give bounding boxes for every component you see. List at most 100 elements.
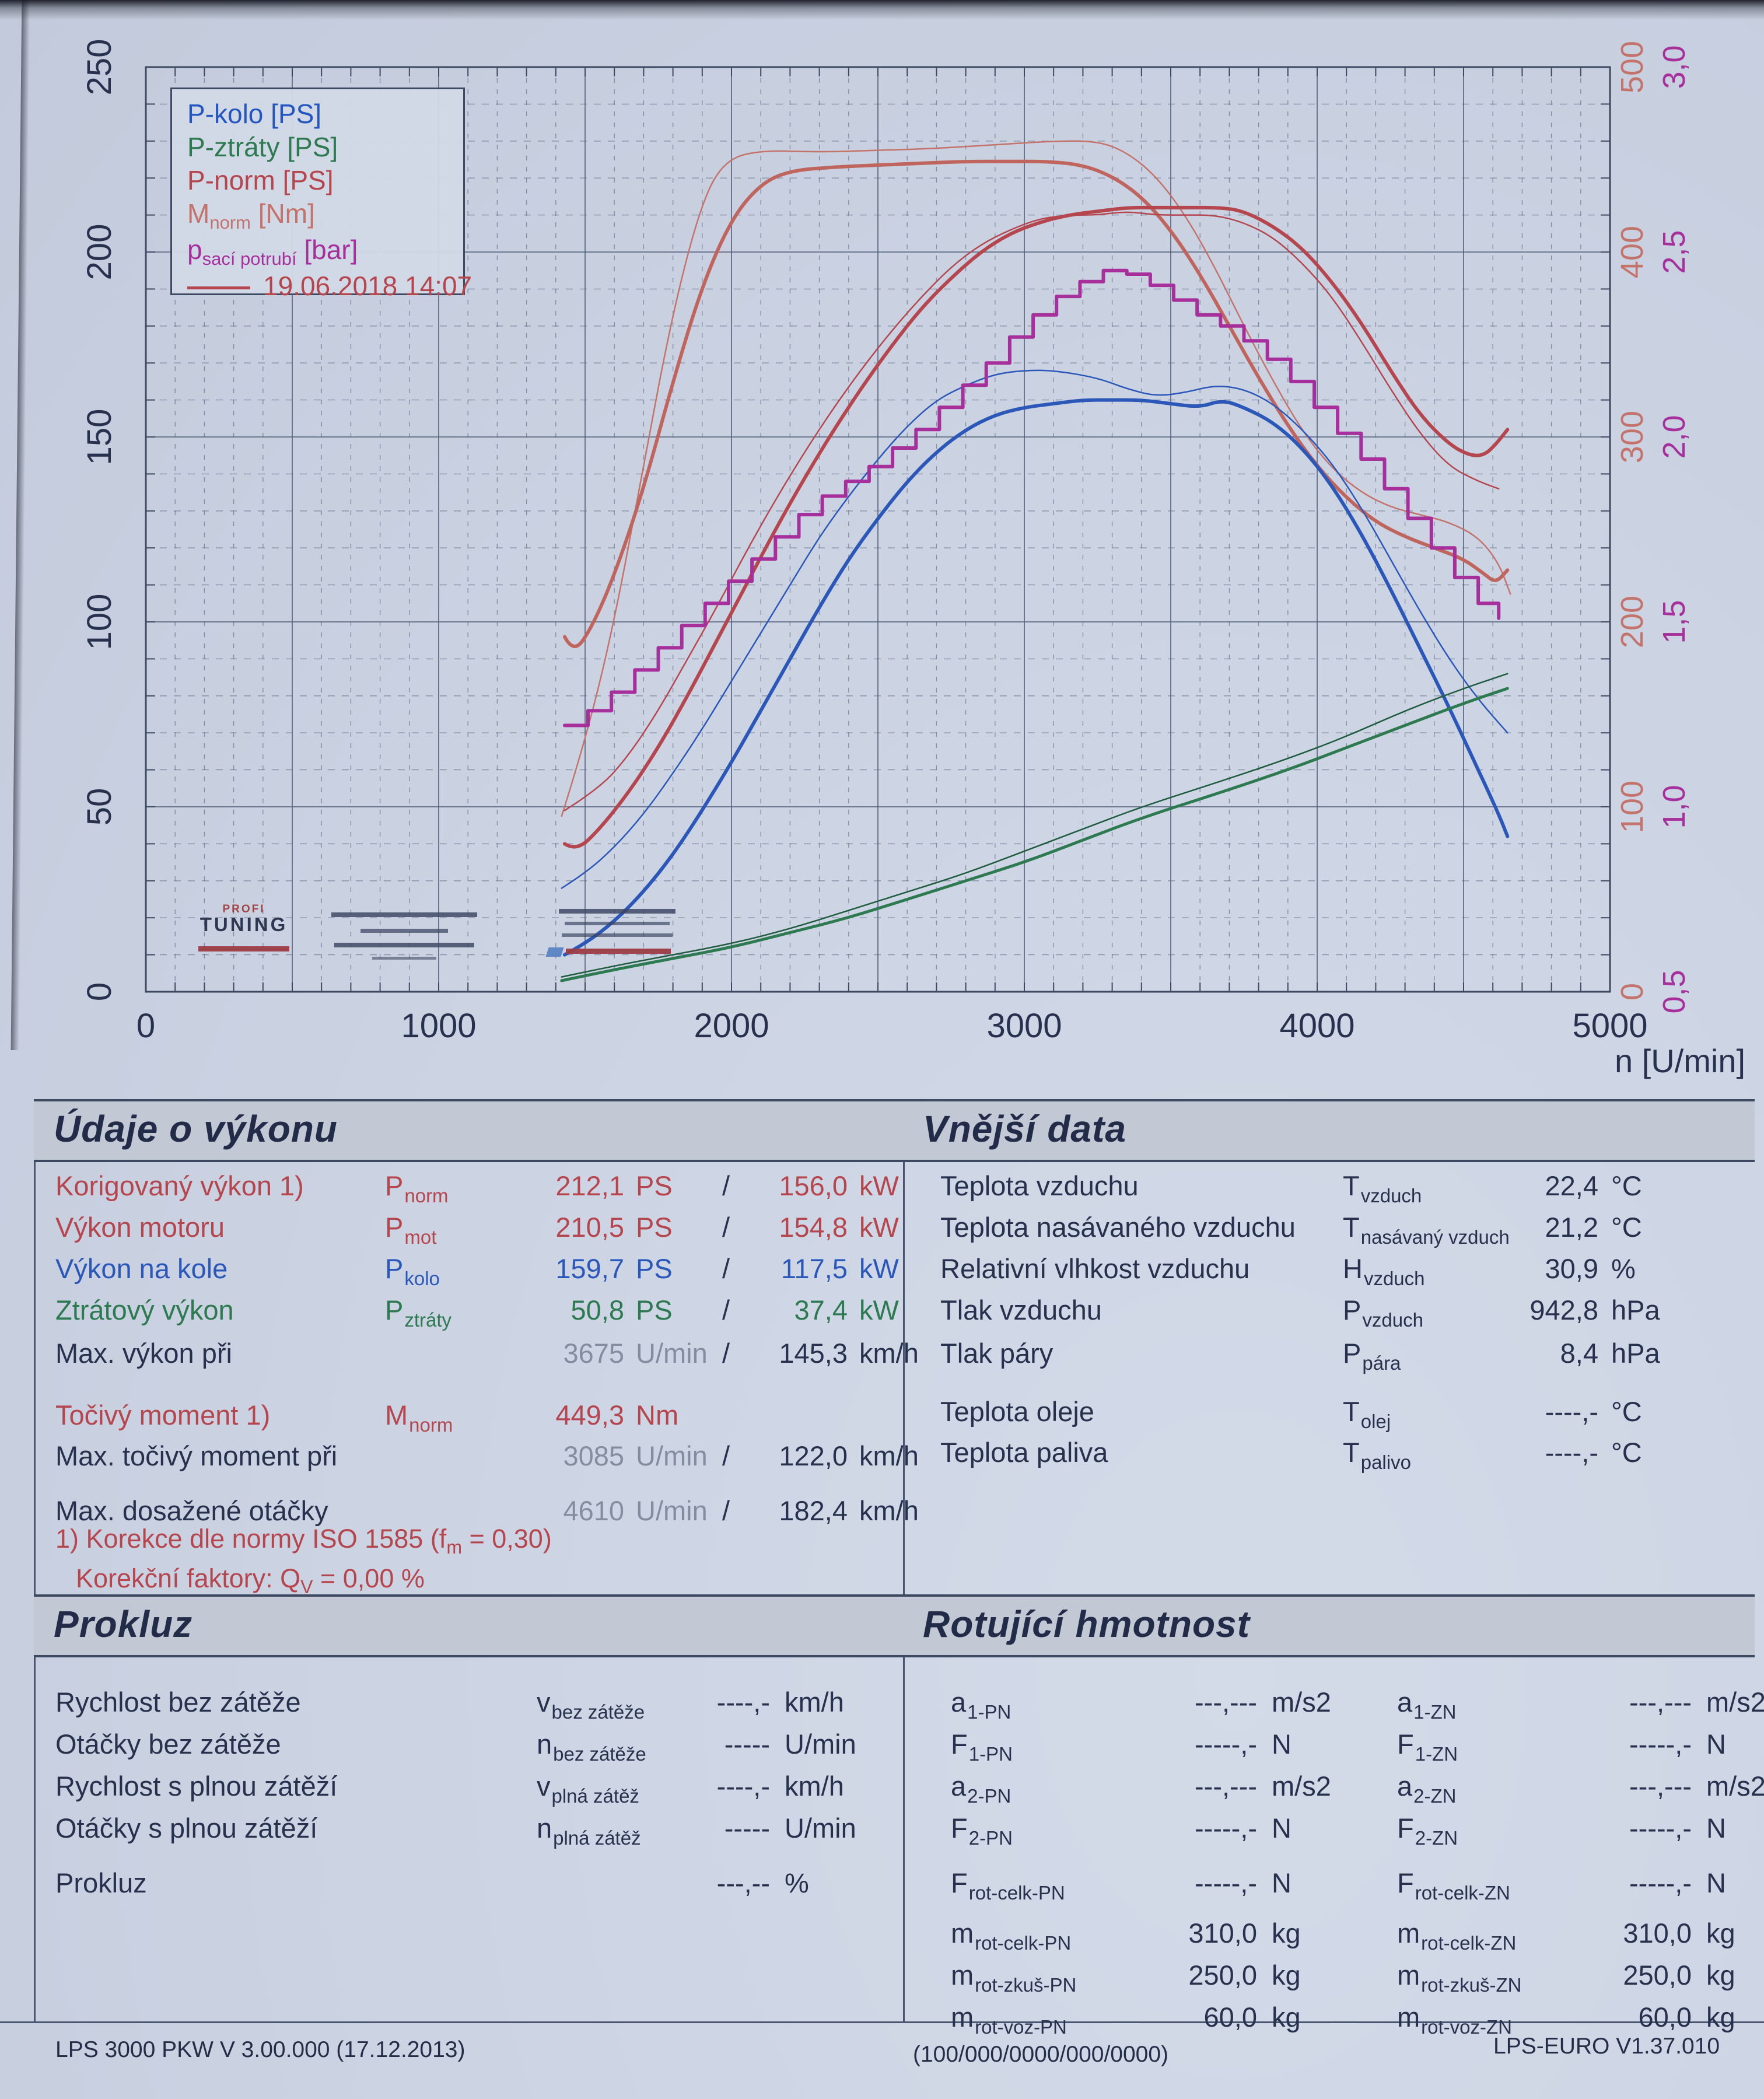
section-header-prokluz: Prokluz xyxy=(34,1594,903,1657)
vykon-row-unit2: kW xyxy=(859,1212,899,1243)
rot-zn-unit: N xyxy=(1706,1729,1726,1759)
vykon-row-symbol: Pmot xyxy=(385,1212,437,1248)
rot-pn-value: -----,- xyxy=(1195,1729,1257,1759)
vnejsi-row-unit: °C xyxy=(1611,1212,1642,1243)
rot-zn-symbol: mrot-zkuš-ZN xyxy=(1397,1960,1522,1996)
vykon-row-value1: 159,7 xyxy=(555,1253,624,1284)
section-header-vykon: Údaje o výkonu xyxy=(34,1099,903,1162)
vnejsi-row-symbol: Tnasávaný vzduch xyxy=(1343,1212,1510,1248)
vnejsi-row-label: Teplota nasávaného vzduchu xyxy=(940,1212,1296,1243)
rot-pn-unit: kg xyxy=(1272,2002,1301,2032)
rot-pn-value: -----,- xyxy=(1195,1813,1257,1843)
vykon-row-unit2: km/h xyxy=(859,1338,919,1369)
rot-zn-value: -----,- xyxy=(1629,1867,1692,1898)
logo-red-bar xyxy=(198,946,289,951)
wm-line xyxy=(562,933,673,937)
y-right-nm-tick-label: 400 xyxy=(1615,226,1650,278)
y-right-nm-tick-label: 100 xyxy=(1615,781,1650,833)
series-p-ztraty-ps- xyxy=(560,687,1509,982)
rot-pn-symbol: mrot-voz-PN xyxy=(951,2002,1067,2038)
prokluz-row-label: Rychlost s plnou zátěží xyxy=(55,1771,338,1801)
y-left-tick-label: 200 xyxy=(80,224,118,281)
rot-pn-value: 60,0 xyxy=(1203,2002,1257,2032)
prokluz-row-symbol: nplná zátěž xyxy=(537,1813,641,1849)
vykon-row-unit1: PS xyxy=(636,1253,673,1284)
x-axis-title: n [U/min] xyxy=(1615,1042,1745,1079)
x-axis-tick-label: 4000 xyxy=(1279,1007,1354,1045)
vnejsi-row-value: 8,4 xyxy=(1560,1338,1598,1369)
prokluz-row-symbol: vbez zátěže xyxy=(537,1687,645,1723)
vykon-row-symbol: Mnorm xyxy=(385,1400,453,1436)
vykon-row-value1: 50,8 xyxy=(570,1295,624,1325)
prokluz-row-label: Rychlost bez zátěže xyxy=(55,1687,301,1717)
frame-left xyxy=(34,1099,36,2023)
vykon-row-slash: / xyxy=(722,1440,730,1471)
footer-divider xyxy=(0,2021,1764,2023)
vykon-row-value1: 3085 xyxy=(563,1440,624,1471)
vykon-row-value1: 3675 xyxy=(563,1338,624,1369)
legend-item-2: P-norm [PS] xyxy=(187,165,334,195)
correction-note-2: Korekční faktory: QV = 0,00 % xyxy=(76,1563,425,1597)
vykon-row-unit1: Nm xyxy=(636,1400,679,1430)
wm-line xyxy=(331,912,477,917)
prokluz-row-unit: km/h xyxy=(785,1687,844,1717)
series-m-norm-nm- xyxy=(562,159,1510,648)
vnejsi-row-symbol: Hvzduch xyxy=(1343,1253,1425,1289)
prokluz-row-value: ----,- xyxy=(716,1771,770,1801)
rot-pn-symbol: a2-PN xyxy=(951,1771,1012,1807)
section-title-rot: Rotující hmotnost xyxy=(923,1603,1250,1645)
vykon-row-value2: 117,5 xyxy=(780,1253,848,1284)
legend-item-4: psací potrubí [bar] xyxy=(187,235,358,269)
rot-zn-value: -----,- xyxy=(1629,1813,1692,1843)
series-m-norm-trace-thin xyxy=(561,140,1511,817)
vnejsi-row-value: 22,4 xyxy=(1545,1170,1598,1201)
series-p-ztraty-trace-thin xyxy=(561,673,1508,978)
rot-zn-unit: kg xyxy=(1706,1918,1735,1948)
rot-zn-value: 60,0 xyxy=(1638,2002,1692,2032)
vykon-row-unit1: U/min xyxy=(636,1440,708,1471)
wm-line xyxy=(334,943,474,947)
y-right-bar-tick-label: 2,5 xyxy=(1657,230,1692,274)
vykon-row-unit2: km/h xyxy=(859,1495,919,1526)
vykon-row-symbol: Pkolo xyxy=(385,1253,440,1289)
y-left-tick-label: 0 xyxy=(80,982,118,1001)
vykon-row-value2: 156,0 xyxy=(779,1170,848,1201)
vykon-row-slash: / xyxy=(722,1212,730,1243)
vnejsi-row-unit: °C xyxy=(1611,1437,1642,1468)
x-axis-tick-label: 1000 xyxy=(401,1007,476,1045)
photo-edge-top xyxy=(0,0,1764,20)
rot-zn-unit: N xyxy=(1706,1867,1726,1898)
vykon-row-label: Max. točivý moment při xyxy=(55,1440,338,1471)
rot-zn-unit: kg xyxy=(1706,2002,1735,2032)
vnejsi-row-label: Relativní vlhkost vzduchu xyxy=(940,1253,1250,1284)
tuner-logo-main: TUNING xyxy=(200,914,288,935)
rot-zn-value: 250,0 xyxy=(1623,1960,1692,1990)
rot-zn-symbol: Frot-celk-ZN xyxy=(1397,1867,1510,1904)
legend-item-1: P-ztráty [PS] xyxy=(187,132,338,162)
rot-zn-unit: m/s2 xyxy=(1706,1687,1764,1717)
vnejsi-row-value: ----,- xyxy=(1545,1437,1598,1468)
vykon-row-value2: 122,0 xyxy=(779,1440,848,1471)
legend-date-row: 19.06.2018 14:07 xyxy=(187,270,472,303)
vykon-row-unit2: kW xyxy=(859,1295,899,1325)
vnejsi-row-unit: °C xyxy=(1611,1396,1642,1427)
series-p-norm-ps- xyxy=(562,205,1510,849)
prokluz-row-value: ----,- xyxy=(716,1687,770,1717)
vnejsi-row-symbol: Ppára xyxy=(1343,1338,1401,1374)
rot-zn-value: -----,- xyxy=(1629,1729,1692,1759)
wm-flag-icon xyxy=(545,947,564,957)
rot-zn-symbol: mrot-voz-ZN xyxy=(1397,2002,1512,2038)
rot-pn-unit: m/s2 xyxy=(1272,1687,1331,1717)
rot-pn-value: 250,0 xyxy=(1188,1960,1257,1990)
x-axis-tick-label: 5000 xyxy=(1572,1007,1647,1045)
vnejsi-row-label: Tlak vzduchu xyxy=(940,1295,1102,1325)
y-right-bar-tick-label: 0,5 xyxy=(1657,970,1692,1013)
rot-pn-value: 310,0 xyxy=(1188,1918,1257,1948)
rot-pn-unit: N xyxy=(1272,1867,1292,1898)
rot-zn-value: ---,--- xyxy=(1629,1771,1692,1801)
wm-line xyxy=(559,909,676,914)
rot-pn-unit: m/s2 xyxy=(1272,1771,1331,1801)
rot-zn-unit: m/s2 xyxy=(1706,1771,1764,1801)
